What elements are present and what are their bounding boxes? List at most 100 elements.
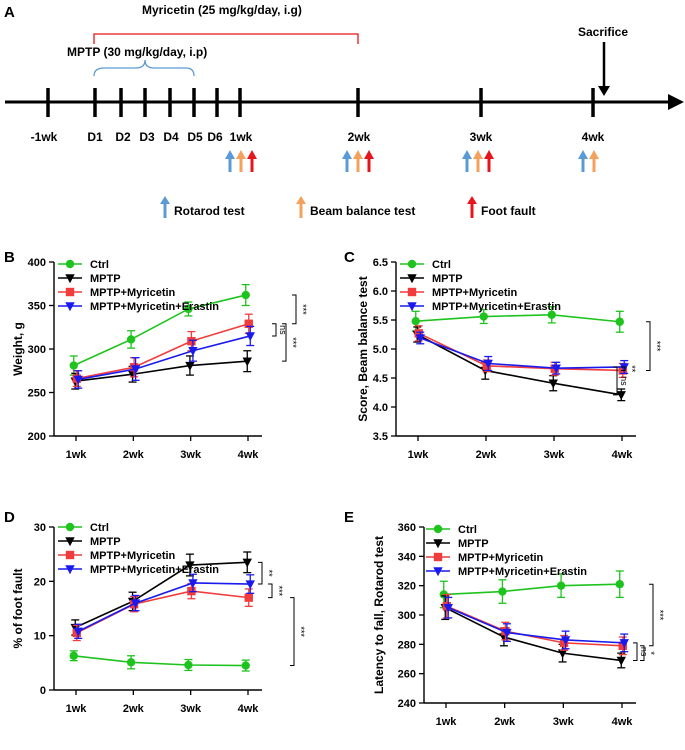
series-line: [444, 606, 622, 662]
legend-item: MPTP+Myricetin+Erastin: [58, 301, 219, 313]
y-tick-label: 5.0: [373, 344, 388, 356]
legend-beam-balance: Beam balance test: [310, 204, 415, 218]
beam-arrow: [236, 150, 246, 172]
data-point: [615, 580, 624, 589]
legend-item: Ctrl: [58, 259, 109, 271]
data-point: [615, 317, 624, 326]
data-point: [619, 639, 629, 649]
timeline-tick-label: -1wk: [31, 130, 58, 144]
y-tick-label: 350: [28, 301, 46, 313]
significance-bracket: ***: [268, 583, 284, 599]
data-point: [479, 312, 488, 321]
significance-label: ***: [652, 341, 662, 352]
legend: Ctrl MPTP MPTP+Myricetin MPTP+Myricetin+Era…: [58, 259, 219, 313]
legend-label: MPTP+Myricetin+Erastin: [432, 301, 561, 313]
series-line: [416, 333, 622, 396]
legend: Ctrl MPTP MPTP+Myricetin MPTP+Myricetin+Era…: [400, 259, 561, 313]
data-point: [560, 636, 571, 646]
series-ctrl: [411, 306, 624, 333]
chart-panel-c: C 3.5 4.0 4.5 5.0 5.5 6.0 6.5 1wk 2wk 3wk 4wk Score,…: [344, 249, 662, 461]
y-tick-label: 250: [28, 388, 46, 400]
significance-bracket: ***: [290, 597, 306, 667]
series-mptp-myricetin-erastin: [415, 331, 629, 375]
y-tick-label: 280: [398, 639, 416, 651]
data-point: [126, 658, 136, 667]
legend-label: MPTP+Myricetin+Erastin: [90, 564, 219, 576]
data-point: [245, 332, 255, 342]
legend-item: Ctrl: [58, 522, 109, 534]
legend-item: MPTP+Myricetin: [400, 287, 518, 299]
y-tick-label: 340: [398, 551, 416, 563]
timeline-tick-label: 1wk: [230, 130, 253, 144]
data-point: [411, 316, 420, 326]
x-tick-label: 4wk: [238, 703, 260, 715]
x-tick-label: 4wk: [612, 716, 634, 728]
timeline-arrowhead: [668, 94, 684, 110]
data-point: [548, 379, 558, 389]
series-mptp: [70, 350, 252, 390]
y-tick-label: 0: [40, 685, 46, 697]
timeline-panel: A Myricetin (25 mg/kg/day, i.g) MPTP (30…: [4, 3, 684, 218]
data-point: [188, 347, 198, 356]
legend-item: Ctrl: [426, 524, 477, 536]
legend-item: MPTP: [426, 538, 489, 550]
legend-label: Ctrl: [432, 259, 451, 271]
y-tick-label: 20: [34, 576, 46, 588]
timeline-legend: Rotarod test Beam balance test Foot faul…: [160, 196, 536, 218]
mptp-label: MPTP (30 mg/kg/day, i.p): [67, 45, 207, 59]
x-tick-label: 1wk: [408, 449, 430, 461]
series-mptp-myricetin: [414, 325, 627, 379]
series-mptp: [412, 326, 626, 402]
legend-label: Ctrl: [90, 522, 109, 534]
series-line: [446, 605, 623, 647]
rotarod-arrow: [578, 150, 588, 172]
y-tick-label: 240: [398, 698, 416, 710]
series-mptp-myricetin-erastin: [73, 325, 255, 389]
legend-label: MPTP+Myricetin: [90, 287, 176, 299]
y-tick-label: 300: [28, 344, 46, 356]
legend-item: MPTP+Myricetin: [58, 287, 176, 299]
x-tick-label: 2wk: [123, 449, 145, 461]
legend-label: MPTP+Myricetin: [90, 550, 176, 562]
legend-label: MPTP: [90, 273, 121, 285]
significance-label: ***: [274, 586, 284, 597]
chart-panel-d: D 0 10 20 30 1wk 2wk 3wk 4wk % of foot fault Ctrl M…: [4, 509, 306, 715]
data-point: [130, 599, 141, 609]
series-line: [74, 561, 248, 629]
timeline-tick-label: D2: [115, 130, 131, 144]
legend-label: MPTP+Myricetin+Erastin: [90, 301, 219, 313]
y-axis-label: Weight, g: [11, 322, 25, 376]
legend-item: MPTP+Myricetin+Erastin: [400, 301, 561, 313]
legend-item: MPTP+Myricetin: [58, 550, 176, 562]
significance-bracket: ***: [646, 321, 662, 371]
significance-bracket: ns: [613, 366, 629, 396]
significance-bracket: ***: [292, 294, 308, 325]
x-tick-label: 2wk: [494, 716, 516, 728]
x-tick-label: 2wk: [123, 703, 145, 715]
legend-label: MPTP: [90, 536, 121, 548]
timeline-tick-label: D6: [207, 130, 223, 144]
panel-letter: B: [4, 249, 15, 266]
series-line: [76, 590, 249, 634]
x-tick-label: 3wk: [180, 449, 202, 461]
data-point: [242, 357, 252, 367]
timeline-tick-label: D4: [163, 130, 179, 144]
timeline-tick-label: 4wk: [582, 130, 605, 144]
rotarod-arrow: [462, 150, 472, 172]
significance-label: ns: [619, 376, 629, 386]
y-tick-label: 300: [398, 610, 416, 622]
data-point: [443, 603, 453, 613]
legend-item: MPTP: [58, 273, 121, 285]
significance-label: *: [646, 651, 656, 655]
foot-fault-arrow: [247, 150, 257, 172]
legend-item: MPTP: [400, 273, 463, 285]
panel-letter: D: [4, 509, 15, 526]
data-point: [130, 365, 141, 375]
myricetin-bracket: [93, 33, 359, 44]
timeline-tick-label: 2wk: [348, 130, 371, 144]
data-point: [241, 290, 250, 300]
significance-bracket: **: [258, 561, 274, 585]
data-point: [184, 304, 193, 314]
legend-item: MPTP+Myricetin+Erastin: [58, 564, 219, 576]
data-point: [73, 375, 83, 385]
